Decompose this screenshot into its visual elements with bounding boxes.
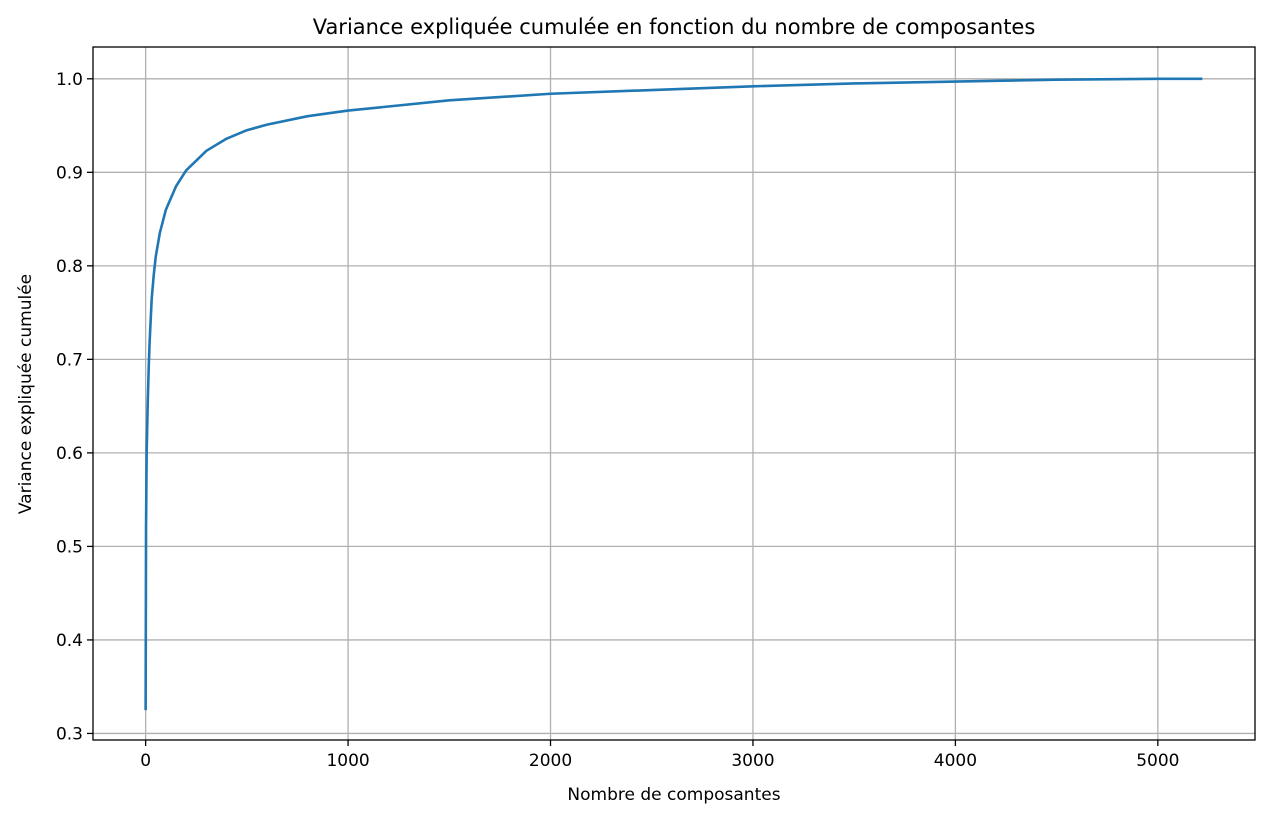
y-tick-label: 0.4 [56,631,83,651]
y-tick-label: 0.7 [56,350,83,370]
x-tick-label: 1000 [326,751,369,771]
x-axis-label: Nombre de composantes [567,785,780,805]
y-axis-label: Variance expliquée cumulée [16,274,36,514]
grid-lines [93,47,1255,740]
y-tick-label: 0.8 [56,257,83,277]
y-tick-label: 1.0 [56,70,83,90]
series-layer [144,77,1203,711]
series-line [144,77,1203,711]
x-tick-label: 5000 [1136,751,1179,771]
y-tick-label: 0.9 [56,163,83,183]
x-tick-label: 4000 [934,751,977,771]
y-tick-label: 0.3 [56,724,83,744]
y-tick-label: 0.5 [56,537,83,557]
x-axis-ticks: 0 1000 2000 3000 4000 5000 [140,740,1179,771]
plot-frame [92,46,1256,741]
x-tick-label: 0 [140,751,151,771]
y-axis-ticks: 0.3 0.4 0.5 0.6 0.7 0.8 0.9 1.0 [56,70,93,744]
y-tick-label: 0.6 [56,444,83,464]
x-tick-label: 3000 [731,751,774,771]
x-tick-label: 2000 [529,751,572,771]
chart-title: Variance expliquée cumulée en fonction d… [313,15,1036,39]
